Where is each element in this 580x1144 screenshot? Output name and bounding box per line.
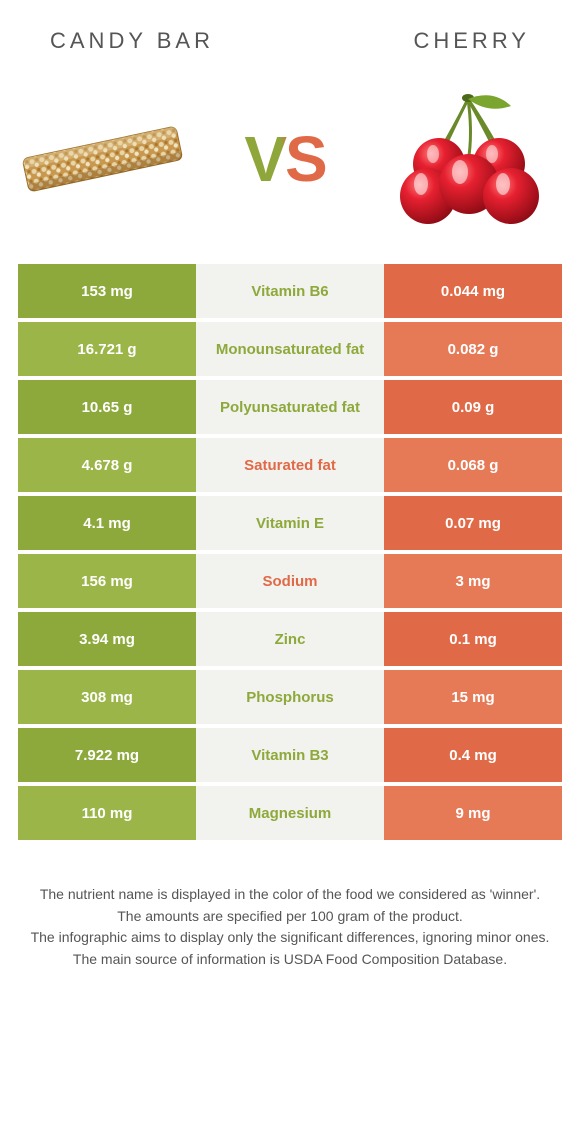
nutrient-label: Polyunsaturated fat: [196, 380, 384, 434]
nutrient-label: Monounsaturated fat: [196, 322, 384, 376]
table-row: 156 mgSodium3 mg: [18, 554, 562, 608]
right-value: 9 mg: [384, 786, 562, 840]
left-value: 7.922 mg: [18, 728, 196, 782]
hero-row: VS: [0, 64, 580, 264]
right-value: 0.1 mg: [384, 612, 562, 666]
left-value: 3.94 mg: [18, 612, 196, 666]
nutrient-label: Vitamin B6: [196, 264, 384, 318]
right-value: 15 mg: [384, 670, 562, 724]
nutrient-label: Zinc: [196, 612, 384, 666]
candy-bar-image: [20, 84, 185, 234]
nutrient-label: Vitamin E: [196, 496, 384, 550]
right-value: 0.4 mg: [384, 728, 562, 782]
nutrient-label: Vitamin B3: [196, 728, 384, 782]
table-row: 4.1 mgVitamin E0.07 mg: [18, 496, 562, 550]
nutrient-table: 153 mgVitamin B60.044 mg16.721 gMonounsa…: [0, 264, 580, 840]
table-row: 308 mgPhosphorus15 mg: [18, 670, 562, 724]
right-value: 0.07 mg: [384, 496, 562, 550]
right-value: 0.082 g: [384, 322, 562, 376]
table-row: 16.721 gMonounsaturated fat0.082 g: [18, 322, 562, 376]
left-value: 16.721 g: [18, 322, 196, 376]
left-value: 153 mg: [18, 264, 196, 318]
right-value: 0.044 mg: [384, 264, 562, 318]
right-value: 0.068 g: [384, 438, 562, 492]
vs-label: VS: [244, 122, 325, 196]
left-value: 4.1 mg: [18, 496, 196, 550]
left-value: 110 mg: [18, 786, 196, 840]
footer-line: The infographic aims to display only the…: [28, 927, 552, 949]
footer-line: The main source of information is USDA F…: [28, 949, 552, 971]
left-value: 10.65 g: [18, 380, 196, 434]
table-row: 10.65 gPolyunsaturated fat0.09 g: [18, 380, 562, 434]
table-row: 7.922 mgVitamin B30.4 mg: [18, 728, 562, 782]
right-food-title: CHERRY: [413, 28, 530, 54]
table-row: 110 mgMagnesium9 mg: [18, 786, 562, 840]
table-row: 3.94 mgZinc0.1 mg: [18, 612, 562, 666]
left-value: 308 mg: [18, 670, 196, 724]
left-value: 156 mg: [18, 554, 196, 608]
right-value: 3 mg: [384, 554, 562, 608]
nutrient-label: Phosphorus: [196, 670, 384, 724]
footer-notes: The nutrient name is displayed in the co…: [0, 844, 580, 971]
table-row: 153 mgVitamin B60.044 mg: [18, 264, 562, 318]
footer-line: The nutrient name is displayed in the co…: [28, 884, 552, 906]
cherry-image: [385, 84, 550, 234]
left-food-title: CANDY BAR: [50, 28, 214, 54]
right-value: 0.09 g: [384, 380, 562, 434]
header-titles: CANDY BAR CHERRY: [0, 0, 580, 64]
left-value: 4.678 g: [18, 438, 196, 492]
footer-line: The amounts are specified per 100 gram o…: [28, 906, 552, 928]
table-row: 4.678 gSaturated fat0.068 g: [18, 438, 562, 492]
nutrient-label: Sodium: [196, 554, 384, 608]
nutrient-label: Saturated fat: [196, 438, 384, 492]
nutrient-label: Magnesium: [196, 786, 384, 840]
